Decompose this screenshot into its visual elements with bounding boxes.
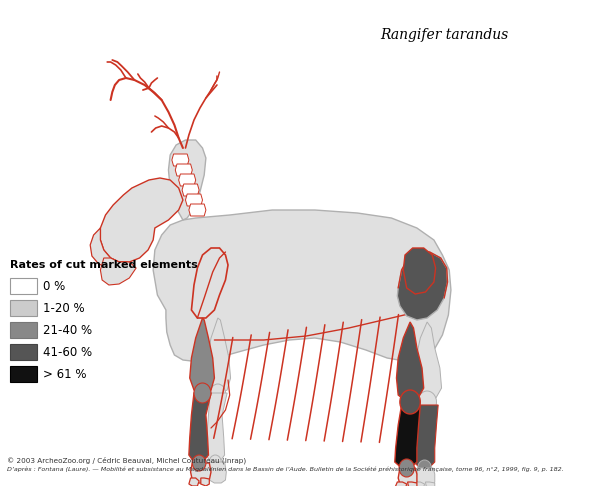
Polygon shape [189,393,211,462]
FancyBboxPatch shape [10,278,37,294]
Polygon shape [169,140,206,220]
Polygon shape [206,393,227,462]
Polygon shape [153,210,451,362]
Circle shape [194,383,211,403]
Text: 21-40 %: 21-40 % [43,324,92,336]
Polygon shape [426,482,435,486]
Polygon shape [395,405,420,468]
Text: 0 %: 0 % [43,279,65,293]
Polygon shape [397,252,448,320]
Text: D’après : Fontana (Laure). — Mobilité et subsistance au Magdalénien dans le Bas: D’après : Fontana (Laure). — Mobilité et… [7,466,563,471]
Polygon shape [201,478,209,486]
Text: Rates of cut marked elements: Rates of cut marked elements [10,260,198,270]
Polygon shape [416,468,435,486]
FancyBboxPatch shape [10,300,37,316]
Polygon shape [398,468,417,486]
Polygon shape [396,482,407,486]
Polygon shape [100,178,183,262]
Polygon shape [90,228,128,268]
Polygon shape [208,462,227,483]
Circle shape [192,455,206,471]
FancyBboxPatch shape [10,344,37,360]
Polygon shape [100,258,136,285]
Polygon shape [191,463,211,483]
Polygon shape [178,174,195,186]
Polygon shape [407,482,417,486]
Polygon shape [396,322,424,402]
Circle shape [210,384,225,402]
Polygon shape [190,318,214,394]
Circle shape [418,391,437,413]
Text: 1-20 %: 1-20 % [43,301,84,314]
Polygon shape [182,184,199,196]
Text: > 61 %: > 61 % [43,367,86,381]
FancyBboxPatch shape [10,322,37,338]
Polygon shape [414,482,424,486]
Text: 41-60 %: 41-60 % [43,346,92,359]
Polygon shape [172,154,189,166]
Polygon shape [403,248,435,294]
FancyBboxPatch shape [10,366,37,382]
Polygon shape [414,405,438,468]
Polygon shape [189,478,199,486]
Polygon shape [175,164,192,176]
Polygon shape [206,318,231,394]
Circle shape [418,460,431,476]
Polygon shape [191,248,228,318]
Polygon shape [189,204,206,216]
Circle shape [209,455,221,469]
Polygon shape [186,194,203,206]
Polygon shape [414,322,442,402]
Circle shape [399,459,414,477]
Circle shape [400,390,420,414]
Text: © 2003 ArcheoZoo.org / Cédric Beauval, Michel Coutureau (Inrap): © 2003 ArcheoZoo.org / Cédric Beauval, M… [7,456,246,464]
Text: Rangifer tarandus: Rangifer tarandus [381,28,509,42]
